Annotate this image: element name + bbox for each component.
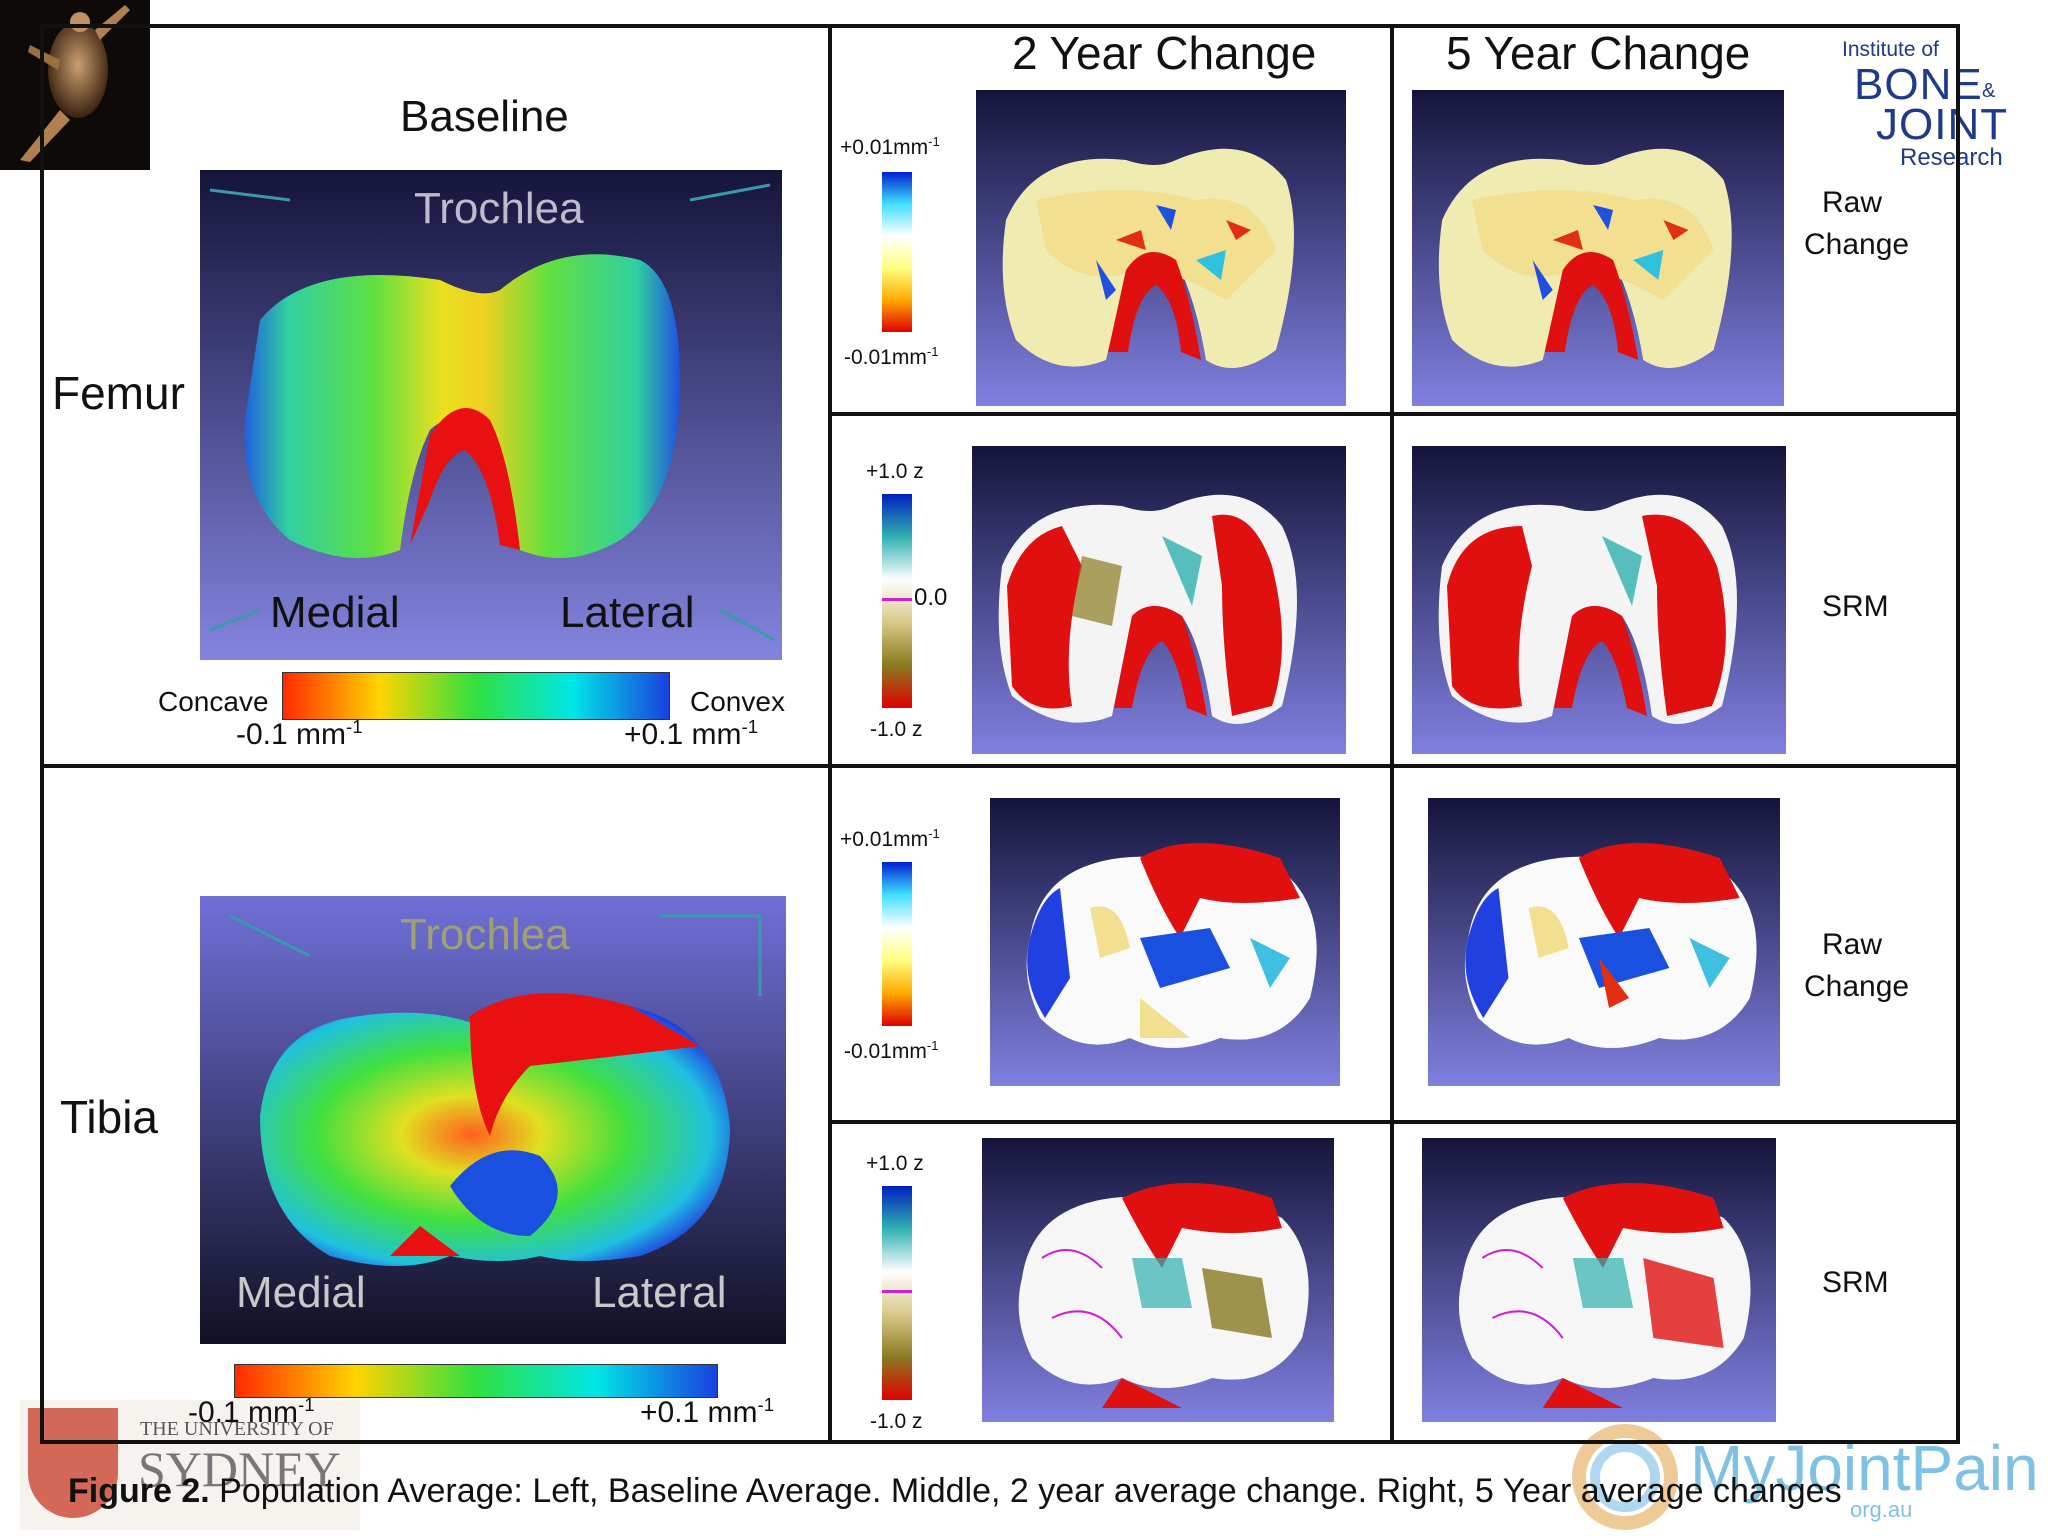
myjointpain-logo: MyJointPain org.au [1550, 1415, 2039, 1530]
tibia-scale-max-value: +0.1 mm [640, 1396, 758, 1429]
femur-raw-scale-min-exp: -1 [926, 344, 939, 359]
tibia-raw-scale-max: +0.01mm-1 [840, 826, 940, 852]
tibia-raw-scale-max-value: +0.01mm [840, 828, 929, 851]
tibia-raw-scale-max-exp: -1 [928, 826, 940, 841]
femur-baseline-top-label: Trochlea [414, 184, 584, 233]
tibia-raw-scale-min: -0.01mm-1 [844, 1038, 939, 1064]
femur-scale-min: -0.1 mm-1 [236, 716, 363, 752]
femur-scale-max: +0.1 mm-1 [624, 716, 759, 752]
femur-raw-scale-max-value: +0.01mm [840, 136, 929, 159]
tibia-baseline-medial: Medial [236, 1268, 366, 1317]
femur-scale-max-value: +0.1 mm [624, 718, 742, 751]
ibjr-logo: Institute of BONE & JOINT Research [1820, 30, 2030, 195]
grid-right [1956, 24, 1960, 1444]
femur-raw-scale-max-exp: -1 [928, 134, 940, 149]
header-5yr: 5 Year Change [1446, 27, 1751, 79]
femur-raw-label-2: Change [1804, 228, 1910, 261]
grid-v2 [1390, 24, 1394, 1444]
femur-baseline-render: Trochlea Medial Lateral [200, 170, 782, 660]
femur-raw-colorbar [882, 172, 912, 332]
femur-raw-scale-min: -0.01mm-1 [844, 344, 939, 370]
femur-srm-2yr-render [972, 446, 1346, 754]
sydney-line2: SYDNEY [138, 1441, 341, 1497]
ibjr-line1: Institute of [1842, 38, 1939, 61]
sydney-logo: THE UNIVERSITY OF SYDNEY [20, 1400, 360, 1530]
femur-scale-max-exp: -1 [741, 716, 759, 737]
femur-srm-mid-tick [882, 598, 912, 601]
tibia-scale-min-exp: -1 [298, 1394, 315, 1415]
femur-srm-label: SRM [1822, 590, 1889, 623]
tibia-srm-label: SRM [1822, 1266, 1889, 1299]
femur-srm-scale-mid: 0.0 [914, 584, 948, 611]
tibia-raw-5yr-render [1428, 798, 1780, 1086]
femur-scale-min-exp: -1 [346, 716, 363, 737]
myjointpain-sub: org.au [1850, 1497, 1913, 1522]
femur-raw-scale-min-value: -0.01mm [844, 346, 927, 369]
myjointpain-text: MyJointPain [1690, 1432, 2039, 1504]
tibia-scale-max: +0.1 mm-1 [640, 1394, 775, 1430]
tibia-raw-scale-min-value: -0.01mm [844, 1040, 927, 1063]
grid-left [40, 24, 44, 1444]
tibia-raw-label-2: Change [1804, 970, 1910, 1003]
femur-scale-right-word: Convex [690, 686, 785, 717]
tibia-srm-colorbar [882, 1186, 912, 1400]
tibia-raw-colorbar [882, 862, 912, 1026]
tibia-baseline-render: Trochlea Medial Lateral [200, 896, 786, 1344]
row-label-femur: Femur [52, 367, 185, 419]
femur-raw-5yr-render [1412, 90, 1784, 406]
runner-logo [0, 0, 150, 170]
tibia-baseline-top-label: Trochlea [400, 910, 570, 959]
grid-h-tibia [830, 1120, 1958, 1124]
grid-bottom [40, 1440, 1960, 1444]
tibia-scale-min: -0.1 mm-1 [188, 1394, 315, 1430]
ibjr-research: Research [1900, 144, 2003, 171]
femur-raw-label-1: Raw [1822, 186, 1883, 219]
tibia-scale-min-value: -0.1 mm [188, 1396, 299, 1429]
femur-baseline-medial: Medial [270, 588, 400, 637]
tibia-srm-5yr-render [1422, 1138, 1776, 1422]
tibia-srm-scale-max: +1.0 z [866, 1152, 924, 1175]
header-baseline: Baseline [400, 92, 569, 141]
grid-top [40, 24, 1960, 28]
femur-raw-scale-max: +0.01mm-1 [840, 134, 940, 160]
grid-v1 [828, 24, 832, 1444]
sydney-line1: THE UNIVERSITY OF [140, 1418, 334, 1440]
femur-srm-5yr-render [1412, 446, 1786, 754]
caption-text: Population Average: Left, Baseline Avera… [209, 1472, 1842, 1510]
ibjr-amp: & [1982, 80, 1996, 102]
tibia-srm-mid-tick [882, 1290, 912, 1293]
femur-raw-2yr-render [976, 90, 1346, 406]
tibia-baseline-lateral: Lateral [592, 1268, 727, 1317]
femur-baseline-lateral: Lateral [560, 588, 695, 637]
femur-scale-min-value: -0.1 mm [236, 718, 347, 751]
tibia-srm-2yr-render [982, 1138, 1334, 1422]
femur-srm-scale-min: -1.0 z [870, 718, 923, 741]
femur-scale-left-word: Concave [158, 686, 269, 717]
tibia-scale-max-exp: -1 [757, 1394, 775, 1415]
row-label-tibia: Tibia [60, 1091, 158, 1143]
header-2yr: 2 Year Change [1012, 27, 1317, 79]
tibia-raw-label-1: Raw [1822, 928, 1883, 961]
femur-srm-scale-max: +1.0 z [866, 460, 924, 483]
femur-srm-colorbar [882, 494, 912, 708]
tibia-srm-scale-min: -1.0 z [870, 1410, 923, 1433]
tibia-raw-2yr-render [990, 798, 1340, 1086]
caption-prefix: Figure 2. [68, 1472, 210, 1510]
tibia-raw-scale-min-exp: -1 [926, 1038, 939, 1053]
figure-caption: Figure 2. Population Average: Left, Base… [68, 1472, 1842, 1511]
tibia-baseline-colorbar [234, 1364, 718, 1398]
grid-h-femur [830, 412, 1958, 416]
ibjr-bone: BONE [1854, 60, 1983, 109]
ibjr-joint: JOINT [1876, 100, 2009, 149]
grid-h-mid [40, 764, 1960, 768]
femur-baseline-colorbar [282, 672, 670, 720]
